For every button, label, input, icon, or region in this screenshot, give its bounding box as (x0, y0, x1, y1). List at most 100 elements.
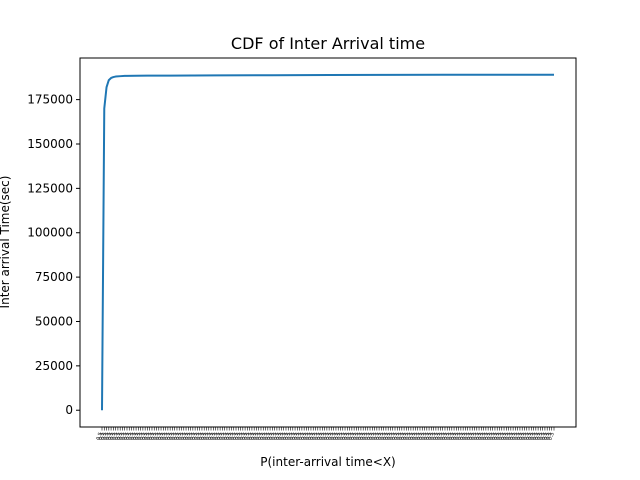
x-tick-label: 0.5 (250, 432, 258, 442)
x-tick-label: 0.5 (541, 432, 549, 442)
x-tick-label: 0.5 (139, 432, 147, 442)
x-tick-label: 0.5 (359, 432, 367, 442)
x-tick-label: 0.5 (230, 432, 238, 442)
x-tick-label: 0.5 (373, 432, 381, 442)
x-tick-label: 0.5 (284, 432, 292, 442)
plot-area-frame (79, 57, 577, 428)
x-tick-label: 0.5 (189, 432, 197, 442)
x-tick-label: 0.5 (334, 432, 342, 442)
y-tick-label: 125000 (27, 181, 73, 195)
x-tick-label: 0.5 (420, 432, 428, 442)
x-tick-label: 0.5 (391, 432, 399, 442)
x-tick-label: 0.5 (495, 432, 503, 442)
x-tick-label: 0.5 (409, 432, 417, 442)
x-tick-label: 0.5 (438, 432, 446, 442)
x-tick-label: 0.5 (377, 432, 385, 442)
x-tick-label: 0.5 (273, 432, 281, 442)
x-tick-label: 0.5 (536, 432, 544, 442)
x-tick-label: 0.5 (425, 432, 433, 442)
x-tick-label: 0.5 (327, 432, 335, 442)
x-tick-label: 0.5 (118, 432, 126, 442)
x-tick-label: 0.5 (184, 432, 192, 442)
x-tick-label: 0.5 (511, 432, 519, 442)
x-tick-label: 0.5 (243, 432, 251, 442)
x-tick-label: 0.5 (214, 432, 222, 442)
x-tick-label: 0.5 (216, 432, 224, 442)
x-tick-label: 0.5 (513, 432, 521, 442)
x-tick-label: 0.5 (223, 432, 231, 442)
x-tick-label: 0.5 (382, 432, 390, 442)
x-tick-label: 0.5 (164, 432, 172, 442)
x-tick-label: 0.5 (457, 432, 465, 442)
x-tick-label: 0.5 (452, 432, 460, 442)
x-tick-label: 0.5 (252, 432, 260, 442)
x-tick-label: 0.5 (257, 432, 265, 442)
x-tick-label: 0.5 (361, 432, 369, 442)
x-tick-label: 0.5 (134, 432, 142, 442)
x-tick-label: 0.5 (168, 432, 176, 442)
y-tick-label: 175000 (27, 93, 73, 107)
x-tick-label: 0.5 (266, 432, 274, 442)
x-tick-label: 0.5 (100, 432, 108, 442)
x-tick-label: 0.5 (98, 432, 106, 442)
x-tick-label: 0.5 (205, 432, 213, 442)
x-tick-label: 0.5 (225, 432, 233, 442)
x-tick-label: 0.5 (500, 432, 508, 442)
x-tick-label: 0.5 (336, 432, 344, 442)
x-tick-label: 0.5 (132, 432, 140, 442)
x-tick-label: 0.5 (470, 432, 478, 442)
x-tick-label: 0.5 (441, 432, 449, 442)
x-tick-label: 0.5 (498, 432, 506, 442)
x-tick-label: 0.5 (352, 432, 360, 442)
x-tick-label: 0.5 (393, 432, 401, 442)
x-tick-label: 0.5 (311, 432, 319, 442)
x-tick-label: 0.5 (411, 432, 419, 442)
x-tick-label: 0.5 (477, 432, 485, 442)
x-tick-label: 0.5 (400, 432, 408, 442)
x-tick-label: 0.5 (155, 432, 163, 442)
series-layer (101, 73, 554, 411)
x-tick-label: 0.5 (298, 432, 306, 442)
x-tick-label: 0.5 (195, 432, 203, 442)
x-tick-label: 0.5 (291, 432, 299, 442)
x-tick-label: 0.5 (121, 432, 129, 442)
x-tick-label: 0.5 (375, 432, 383, 442)
x-tick-label: 0.5 (548, 432, 556, 442)
x-tick-label: 0.5 (173, 432, 181, 442)
x-axis-label: P(inter-arrival time<X) (260, 455, 395, 469)
x-tick-label: 0.5 (289, 432, 297, 442)
x-tick-label: 0.5 (211, 432, 219, 442)
x-tick-label: 0.5 (448, 432, 456, 442)
x-tick-label: 0.5 (207, 432, 215, 442)
x-tick-label: 0.5 (255, 432, 263, 442)
x-tick-label: 0.5 (150, 432, 158, 442)
x-tick-label: 0.5 (370, 432, 378, 442)
x-tick-label: 0.5 (277, 432, 285, 442)
x-tick-label: 0.5 (275, 432, 283, 442)
x-tick-label: 0.5 (102, 432, 110, 442)
x-tick-label: 0.5 (454, 432, 462, 442)
x-tick-label: 0.5 (461, 432, 469, 442)
y-tick-label: 0 (65, 403, 73, 417)
x-tick-label: 0.5 (182, 432, 190, 442)
y-tick-label: 50000 (35, 314, 73, 328)
x-tick-label: 0.5 (504, 432, 512, 442)
x-tick-label: 0.5 (293, 432, 301, 442)
x-tick-label: 0.5 (488, 432, 496, 442)
x-tick-label: 0.5 (320, 432, 328, 442)
x-tick-label: 0.5 (234, 432, 242, 442)
x-tick-label: 0.5 (418, 432, 426, 442)
x-tick-label: 0.5 (516, 432, 524, 442)
x-tick-label: 0.5 (286, 432, 294, 442)
x-tick-label: 0.5 (245, 432, 253, 442)
x-tick-label: 0.5 (414, 432, 422, 442)
x-tick-label: 0.5 (350, 432, 358, 442)
x-tick-label: 0.5 (450, 432, 458, 442)
x-tick-label: 0.5 (402, 432, 410, 442)
x-tick-label: 0.5 (300, 432, 308, 442)
x-tick-label: 0.5 (339, 432, 347, 442)
x-tick-label: 0.5 (239, 432, 247, 442)
x-tick-label: 0.5 (295, 432, 303, 442)
x-tick-label: 0.5 (523, 432, 531, 442)
y-tick-label: 25000 (35, 359, 73, 373)
